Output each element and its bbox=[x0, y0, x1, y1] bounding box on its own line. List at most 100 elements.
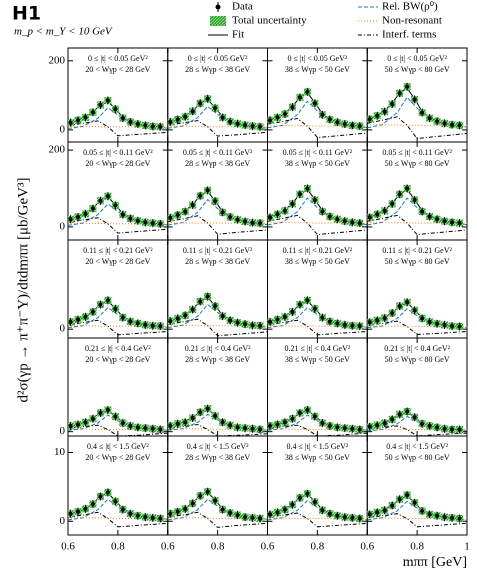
plot-area bbox=[267, 489, 368, 528]
data-point bbox=[243, 123, 248, 128]
panel-t-label: 0.21 ≤ |t| < 0.4 GeV² bbox=[185, 344, 251, 353]
plot-area bbox=[367, 407, 467, 436]
data-point bbox=[83, 314, 88, 319]
data-point bbox=[220, 507, 225, 512]
panel: 0.21 ≤ |t| < 0.4 GeV² 38 ≤ Wγp < 50 GeV bbox=[267, 337, 368, 437]
data-point bbox=[275, 317, 280, 322]
data-point bbox=[335, 513, 340, 518]
data-point bbox=[175, 316, 180, 321]
data-point bbox=[228, 511, 233, 515]
data-point bbox=[375, 423, 380, 428]
data-point bbox=[90, 309, 95, 314]
panel-t-label: 0 ≤ |t| < 0.05 GeV² bbox=[287, 54, 347, 63]
panel-w-label: 28 ≤ Wγp < 38 GeV bbox=[185, 453, 250, 462]
interf-line bbox=[167, 318, 268, 337]
panel-w-label: 38 ≤ Wγp < 50 GeV bbox=[285, 159, 350, 168]
x-tick-label: 0.8 bbox=[311, 541, 325, 553]
legend-label: Total uncertainty bbox=[232, 15, 307, 27]
data-point bbox=[168, 119, 173, 124]
data-point bbox=[290, 309, 295, 314]
data-point bbox=[143, 322, 148, 327]
data-point bbox=[183, 420, 188, 425]
data-point bbox=[105, 408, 110, 413]
plot-area bbox=[167, 186, 268, 235]
data-point bbox=[98, 494, 103, 499]
data-point bbox=[143, 515, 148, 520]
data-point bbox=[150, 124, 155, 129]
data-point bbox=[305, 298, 310, 303]
plot-area bbox=[68, 406, 168, 436]
bw-line bbox=[167, 303, 268, 329]
data-point bbox=[375, 212, 380, 217]
panel-w-label: 20 < Wγp < 28 GeV bbox=[85, 453, 150, 462]
data-point bbox=[335, 120, 340, 125]
data-point bbox=[258, 427, 263, 432]
data-point bbox=[120, 116, 125, 121]
data-point bbox=[75, 422, 80, 427]
data-point bbox=[105, 194, 110, 199]
interf-line bbox=[267, 214, 368, 236]
data-point bbox=[90, 416, 95, 421]
data-point bbox=[258, 221, 263, 226]
data-point bbox=[83, 420, 88, 425]
panel: 0.21 ≤ |t| < 0.4 GeV² 50 ≤ Wγp < 80 GeV bbox=[366, 337, 468, 437]
data-point bbox=[158, 324, 163, 329]
data-point bbox=[228, 318, 233, 323]
data-point bbox=[105, 298, 110, 303]
data-point bbox=[235, 320, 240, 325]
data-point bbox=[342, 426, 347, 431]
data-point bbox=[350, 220, 355, 225]
interf-line bbox=[167, 215, 268, 235]
panel: 0.6 0.8 0.4 ≤ |t| < 1.5 GeV² 38 ≤ Wγp < 50 … bbox=[261, 435, 368, 553]
data-point bbox=[390, 503, 395, 508]
interf-line bbox=[367, 116, 467, 140]
data-point bbox=[390, 201, 395, 206]
data-point bbox=[198, 299, 203, 304]
x-tick-label: 0.8 bbox=[111, 541, 125, 553]
data-point bbox=[420, 110, 425, 115]
data-point bbox=[442, 515, 447, 520]
data-point bbox=[427, 512, 432, 517]
data-point bbox=[183, 506, 188, 511]
plot-area bbox=[68, 96, 168, 137]
data-point bbox=[420, 316, 425, 321]
data-point bbox=[350, 323, 355, 328]
panel: 0 200 0 ≤ |t| < 0.05 GeV² 20 < Wγp < 28 GeV bbox=[49, 47, 169, 143]
data-point bbox=[435, 217, 440, 222]
data-point bbox=[305, 408, 310, 413]
data-point bbox=[312, 198, 317, 203]
panel-t-label: 0.11 ≤ |t| < 0.21 GeV² bbox=[83, 246, 153, 255]
data-point bbox=[205, 96, 210, 101]
data-point bbox=[213, 413, 218, 418]
data-point bbox=[350, 426, 355, 431]
data-point bbox=[120, 421, 125, 426]
x-tick-label: 0.6 bbox=[360, 541, 374, 553]
data-point bbox=[98, 103, 103, 108]
panel-t-label: 0.05 ≤ |t| < 0.11 GeV² bbox=[283, 148, 353, 157]
interf-line bbox=[167, 511, 268, 528]
panel-t-label: 0.05 ≤ |t| < 0.11 GeV² bbox=[183, 148, 253, 157]
data-point bbox=[68, 217, 73, 222]
interf-line bbox=[68, 217, 168, 234]
data-point bbox=[457, 427, 462, 432]
data-point bbox=[168, 319, 173, 324]
data-point bbox=[228, 423, 233, 428]
data-point bbox=[205, 489, 210, 494]
data-point bbox=[282, 507, 287, 512]
data-point bbox=[135, 218, 140, 223]
y-tick-label: 10 bbox=[54, 446, 66, 458]
panel: 0 10 0.6 0.8 0.4 ≤ |t| < 1.5 GeV² 20 < Wγp < … bbox=[54, 435, 169, 553]
panel-t-label: 0.11 ≤ |t| < 0.21 GeV² bbox=[183, 246, 253, 255]
data-point bbox=[128, 319, 133, 324]
data-point bbox=[457, 123, 462, 128]
data-point bbox=[143, 220, 148, 225]
data-point bbox=[427, 214, 432, 219]
data-point bbox=[68, 120, 73, 125]
y-tick-label: 0 bbox=[60, 220, 66, 232]
data-point bbox=[98, 410, 103, 415]
plot-area bbox=[267, 296, 368, 336]
data-point bbox=[190, 109, 195, 114]
data-point bbox=[375, 510, 380, 515]
panel-w-label: 28 ≤ Wγp < 38 GeV bbox=[185, 355, 250, 364]
panel-t-label: 0 ≤ |t| < 0.05 GeV² bbox=[188, 54, 248, 63]
